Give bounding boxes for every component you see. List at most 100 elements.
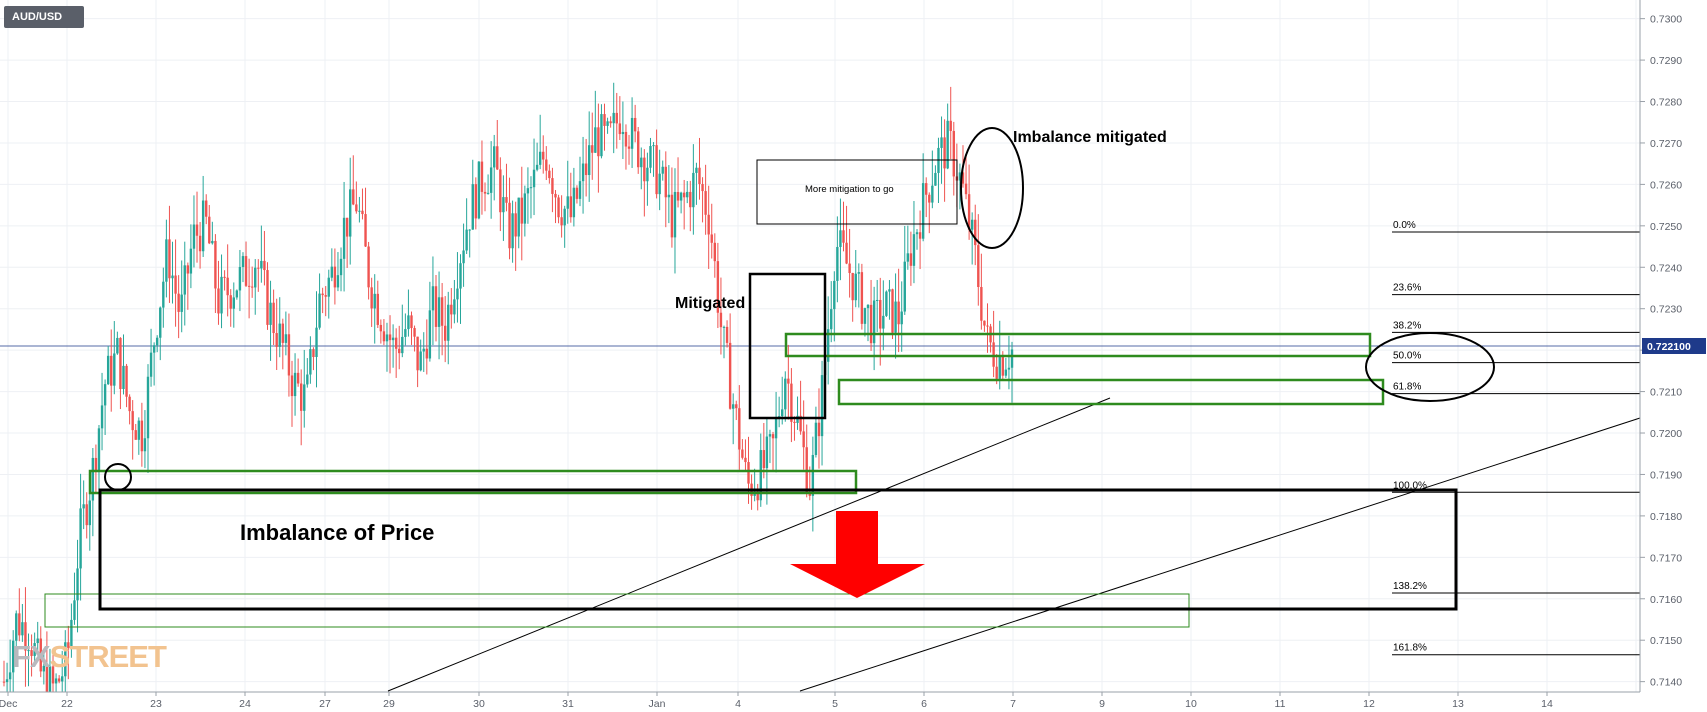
candle-body (272, 302, 275, 334)
candle-body (830, 309, 833, 330)
candle-body (379, 324, 383, 332)
candle-body (998, 357, 1001, 379)
candle-body (183, 265, 186, 295)
candle-body (967, 194, 971, 230)
candle-body (866, 304, 870, 309)
fib-ellipse (1365, 332, 1495, 402)
y-tick-label: 0.7280 (1650, 97, 1682, 109)
candle-body (584, 163, 588, 176)
candle-body (744, 457, 747, 463)
candle-body (186, 265, 190, 274)
candle-body (238, 266, 242, 291)
candle-body (140, 420, 144, 452)
candle-body (355, 204, 358, 212)
candle-body (624, 131, 628, 147)
candle-body (189, 248, 193, 274)
candle-body (486, 192, 490, 194)
candle-body (57, 678, 61, 682)
candle-body (447, 304, 450, 341)
candle-body (609, 121, 612, 124)
candle-body (640, 157, 643, 168)
candle-body (465, 229, 468, 251)
candle-body (771, 434, 775, 439)
candle-body (125, 365, 128, 397)
candle-body (339, 258, 343, 276)
candle-body (891, 289, 894, 333)
candle-body (961, 172, 965, 184)
candle-body (211, 240, 214, 244)
imbalance-box (98, 488, 1458, 611)
candle-body (925, 183, 928, 195)
candle-body (306, 374, 309, 385)
candle-body (2, 681, 6, 683)
candle-body (882, 315, 885, 329)
candle-body (419, 351, 422, 371)
y-tick-label: 0.7200 (1650, 428, 1682, 440)
candle-body (701, 184, 704, 192)
candle-body (921, 183, 925, 239)
candle-body (229, 295, 232, 309)
candle-body (637, 131, 640, 168)
x-tick-label: Jan (649, 698, 666, 710)
candle-body (796, 415, 799, 423)
candle-body (73, 600, 76, 620)
candle-body (333, 266, 337, 288)
candle-body (857, 272, 861, 274)
current-price-tag (1642, 338, 1706, 354)
candle-body (416, 336, 419, 371)
candle-body (27, 650, 30, 652)
candle-body (992, 342, 995, 367)
candle-body (459, 263, 462, 289)
candle-body (781, 409, 784, 417)
candle-body (909, 253, 913, 266)
candle-body (385, 334, 389, 342)
candle-body (756, 491, 759, 501)
x-tick-label: 24 (239, 698, 251, 710)
candle-body (946, 120, 949, 169)
x-tick-label: 29 (383, 698, 395, 710)
candle-body (226, 277, 229, 296)
mitigated-box (748, 272, 827, 420)
down-arrow-icon (790, 511, 925, 598)
candle-body (563, 208, 566, 226)
y-tick-label: 0.7290 (1650, 55, 1682, 67)
candle-body (394, 337, 398, 349)
candle-body (263, 260, 266, 271)
x-tick-label: 9 (1099, 698, 1105, 710)
drawings (44, 127, 1641, 692)
candle-body (686, 191, 689, 198)
candle-body (61, 676, 64, 682)
candle-body (731, 404, 735, 409)
candle-body (42, 665, 46, 672)
trendline-lower (387, 397, 1111, 692)
candle-body (324, 295, 327, 297)
candle-body (171, 275, 174, 279)
candle-body (155, 337, 159, 346)
candle-body (888, 289, 891, 292)
x-tick-label: Dec (0, 698, 17, 710)
candle-body (977, 245, 980, 287)
candle-body (232, 297, 235, 309)
candle-body (928, 194, 931, 203)
candle-body (85, 504, 88, 526)
candle-body (330, 266, 334, 278)
candle-body (471, 184, 474, 230)
candle-body (790, 383, 793, 422)
candle-body (906, 253, 910, 262)
candle-body (664, 166, 667, 198)
candle-body (477, 161, 481, 219)
candle-body (269, 302, 272, 325)
candle-body (94, 457, 98, 473)
candle-body (404, 329, 407, 337)
candle-body (643, 157, 646, 182)
candle-body (667, 194, 671, 198)
candle-body (615, 112, 618, 124)
y-tick-label: 0.7270 (1650, 138, 1682, 150)
candle-body (682, 192, 686, 198)
candle-body (321, 293, 324, 296)
candle-body (814, 422, 818, 455)
candle-body (545, 159, 548, 171)
candle-body (826, 329, 830, 362)
candle-body (784, 378, 787, 410)
candle-body (600, 114, 603, 157)
